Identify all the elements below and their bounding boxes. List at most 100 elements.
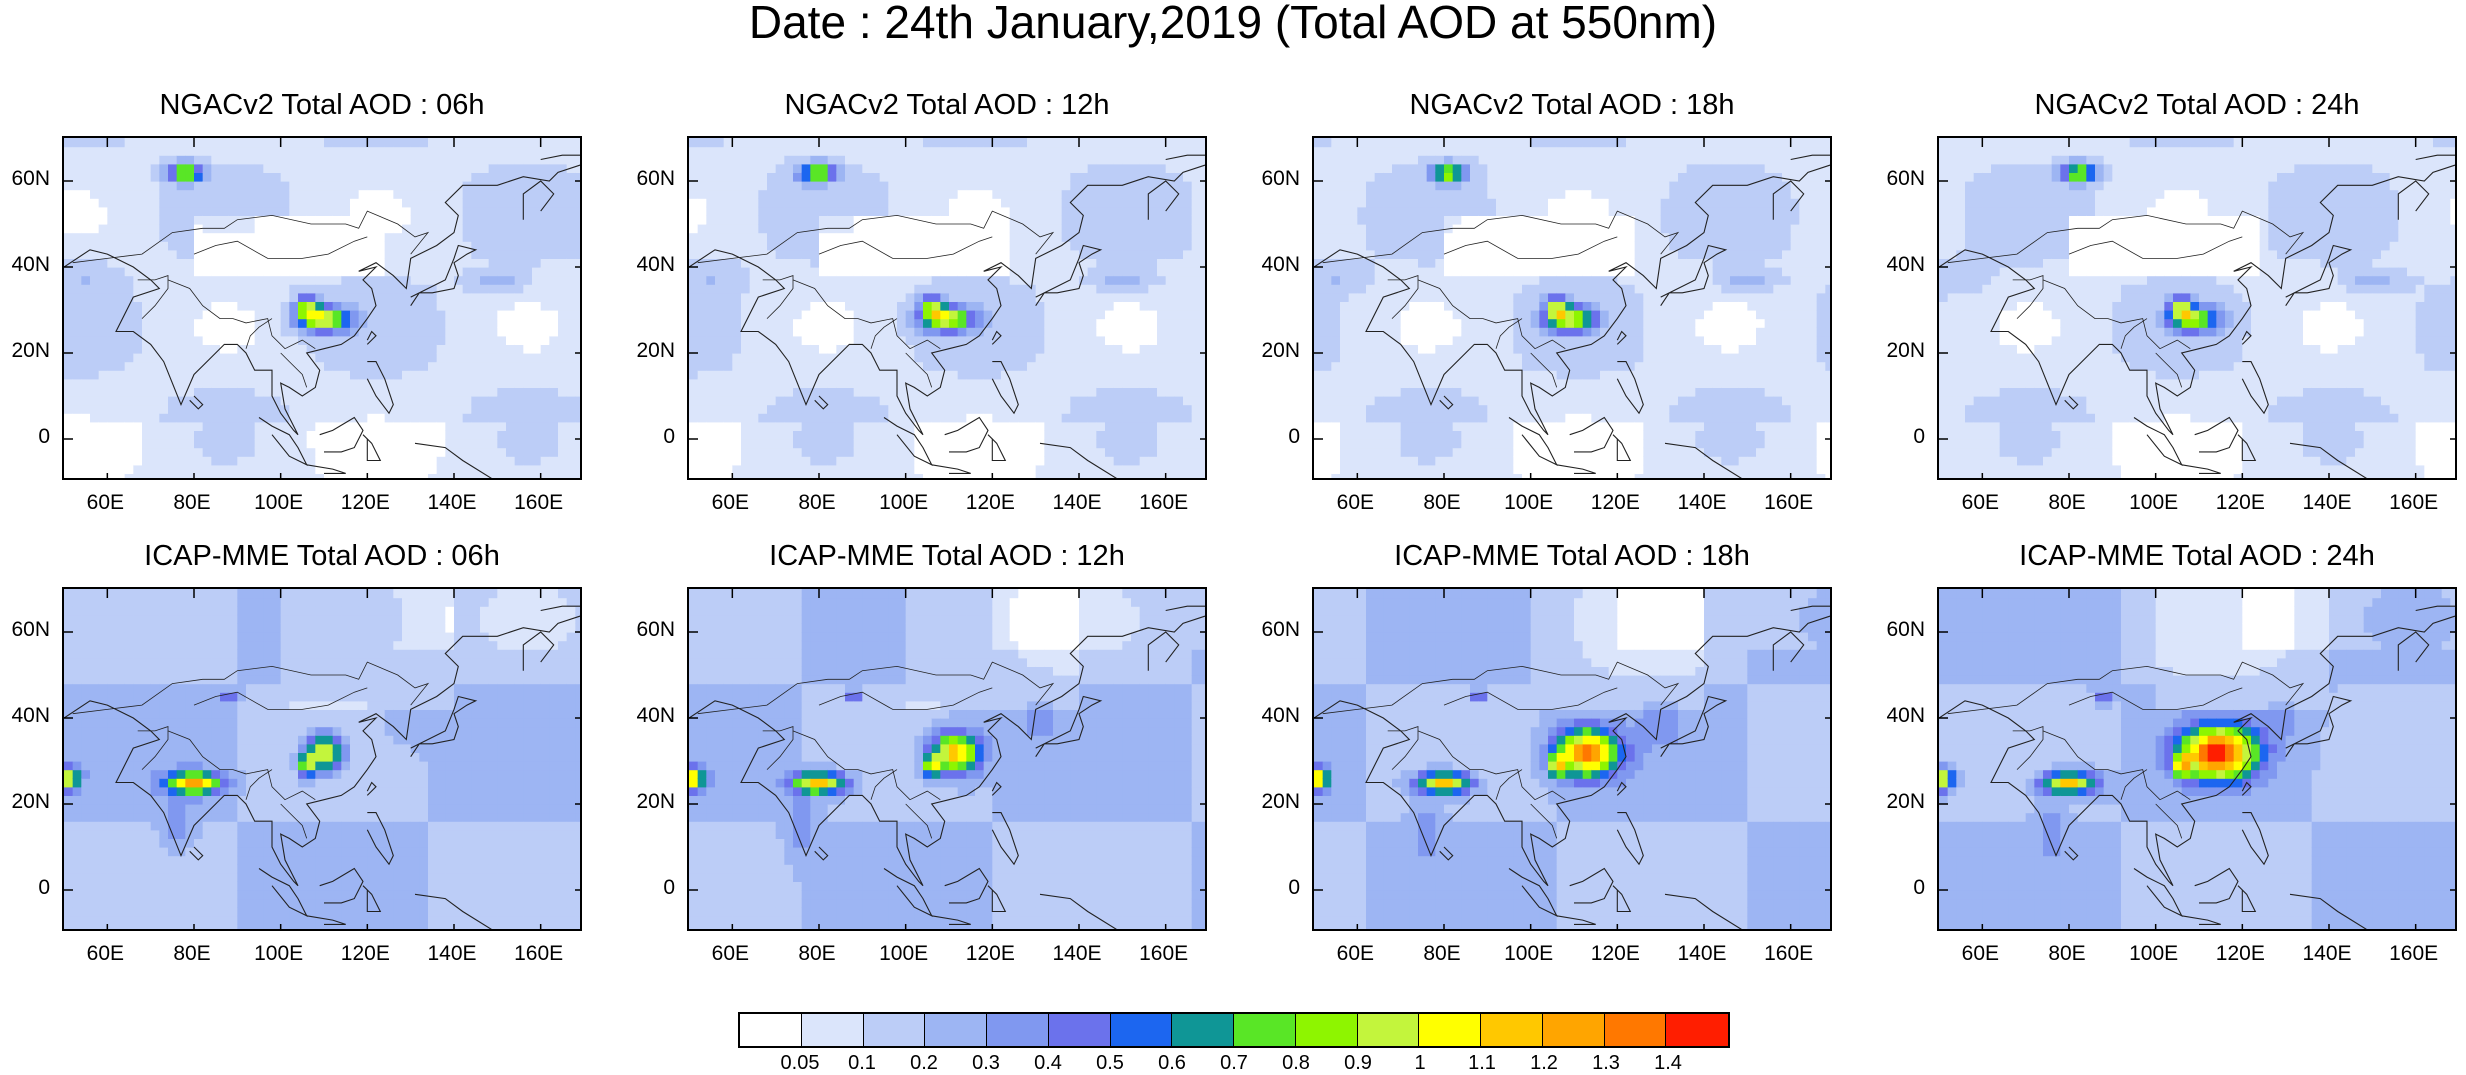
lat-tick-label: 40N — [1865, 254, 1925, 276]
lon-tick-label: 80E — [2027, 492, 2107, 514]
lon-tick-label: 120E — [325, 492, 405, 514]
lat-tick-label: 20N — [1240, 340, 1300, 362]
colorbar-segment — [802, 1014, 864, 1046]
lon-tick-label: 140E — [412, 943, 492, 965]
lon-tick-label: 120E — [2200, 943, 2280, 965]
aod-field — [1314, 138, 1832, 480]
colorbar-label: 0.5 — [1080, 1052, 1140, 1075]
colorbar-label: 1.3 — [1576, 1052, 1636, 1075]
lon-tick-label: 160E — [499, 492, 579, 514]
lon-tick-label: 60E — [65, 492, 145, 514]
colorbar-label: 0.1 — [832, 1052, 892, 1075]
aod-field — [1314, 589, 1832, 931]
lon-tick-label: 160E — [2374, 943, 2454, 965]
lon-tick-label: 60E — [65, 943, 145, 965]
panel-title: ICAP-MME Total AOD : 18h — [1312, 541, 1832, 571]
colorbar-label: 1.4 — [1638, 1052, 1698, 1075]
map-panel — [1312, 587, 1832, 931]
lon-tick-label: 160E — [1749, 492, 1829, 514]
colorbar-segment — [987, 1014, 1049, 1046]
colorbar-label: 0.4 — [1018, 1052, 1078, 1075]
lon-tick-label: 80E — [2027, 943, 2107, 965]
map-panel — [62, 587, 582, 931]
aod-field — [1939, 589, 2457, 931]
lat-tick-label: 0 — [615, 426, 675, 448]
colorbar-segment — [1111, 1014, 1173, 1046]
lat-tick-label: 20N — [1865, 791, 1925, 813]
lat-tick-label: 20N — [615, 791, 675, 813]
lon-tick-label: 100E — [864, 492, 944, 514]
colorbar-segment — [1419, 1014, 1481, 1046]
colorbar-label: 0.6 — [1142, 1052, 1202, 1075]
lon-tick-label: 160E — [2374, 492, 2454, 514]
colorbar-segment — [1666, 1014, 1728, 1046]
lat-tick-label: 60N — [615, 619, 675, 641]
colorbar-label: 0.2 — [894, 1052, 954, 1075]
panel-title: NGACv2 Total AOD : 18h — [1312, 90, 1832, 120]
lat-tick-label: 0 — [1240, 426, 1300, 448]
lon-tick-label: 100E — [1489, 943, 1569, 965]
lon-tick-label: 120E — [1575, 492, 1655, 514]
lon-tick-label: 140E — [1662, 492, 1742, 514]
lon-tick-label: 80E — [152, 492, 232, 514]
lat-tick-label: 60N — [0, 619, 50, 641]
colorbar-segment — [925, 1014, 987, 1046]
lon-tick-label: 100E — [239, 943, 319, 965]
lat-tick-label: 60N — [1240, 168, 1300, 190]
lon-tick-label: 140E — [412, 492, 492, 514]
lon-tick-label: 80E — [777, 492, 857, 514]
colorbar-segment — [864, 1014, 926, 1046]
colorbar-label: 0.8 — [1266, 1052, 1326, 1075]
lat-tick-label: 60N — [615, 168, 675, 190]
colorbar-label: 0.3 — [956, 1052, 1016, 1075]
map-panel — [1937, 136, 2457, 480]
lat-tick-label: 60N — [0, 168, 50, 190]
panel-title: NGACv2 Total AOD : 06h — [62, 90, 582, 120]
lon-tick-label: 60E — [1315, 492, 1395, 514]
lon-tick-label: 100E — [239, 492, 319, 514]
lat-tick-label: 20N — [0, 791, 50, 813]
colorbar-segment — [740, 1014, 802, 1046]
lat-tick-label: 0 — [0, 877, 50, 899]
lat-tick-label: 40N — [0, 705, 50, 727]
lon-tick-label: 100E — [2114, 492, 2194, 514]
map-panel — [687, 136, 1207, 480]
lon-tick-label: 60E — [1940, 943, 2020, 965]
colorbar-segment — [1172, 1014, 1234, 1046]
map-panel — [1312, 136, 1832, 480]
lon-tick-label: 160E — [499, 943, 579, 965]
panel-title: NGACv2 Total AOD : 24h — [1937, 90, 2457, 120]
lat-tick-label: 20N — [615, 340, 675, 362]
lon-tick-label: 140E — [1037, 943, 1117, 965]
lat-tick-label: 20N — [1240, 791, 1300, 813]
lon-tick-label: 120E — [1575, 943, 1655, 965]
lat-tick-label: 0 — [1865, 877, 1925, 899]
colorbar-label: 0.9 — [1328, 1052, 1388, 1075]
lon-tick-label: 120E — [2200, 492, 2280, 514]
lat-tick-label: 40N — [1240, 254, 1300, 276]
lon-tick-label: 80E — [152, 943, 232, 965]
lon-tick-label: 140E — [2287, 943, 2367, 965]
lon-tick-label: 80E — [1402, 943, 1482, 965]
colorbar-segment — [1296, 1014, 1358, 1046]
lat-tick-label: 20N — [1865, 340, 1925, 362]
colorbar-segment — [1358, 1014, 1420, 1046]
aod-field — [689, 138, 1207, 480]
lon-tick-label: 100E — [1489, 492, 1569, 514]
colorbar-segment — [1605, 1014, 1667, 1046]
lat-tick-label: 60N — [1865, 619, 1925, 641]
colorbar-segment — [1481, 1014, 1543, 1046]
lon-tick-label: 60E — [1940, 492, 2020, 514]
colorbar-segment — [1049, 1014, 1111, 1046]
aod-field — [64, 138, 582, 480]
map-panel — [1937, 587, 2457, 931]
lat-tick-label: 40N — [615, 254, 675, 276]
lon-tick-label: 140E — [1037, 492, 1117, 514]
lat-tick-label: 20N — [0, 340, 50, 362]
lat-tick-label: 60N — [1865, 168, 1925, 190]
main-title: Date : 24th January,2019 (Total AOD at 5… — [0, 0, 2466, 44]
lat-tick-label: 40N — [1240, 705, 1300, 727]
colorbar-label: 0.05 — [770, 1052, 830, 1075]
lon-tick-label: 160E — [1124, 943, 1204, 965]
lat-tick-label: 40N — [1865, 705, 1925, 727]
